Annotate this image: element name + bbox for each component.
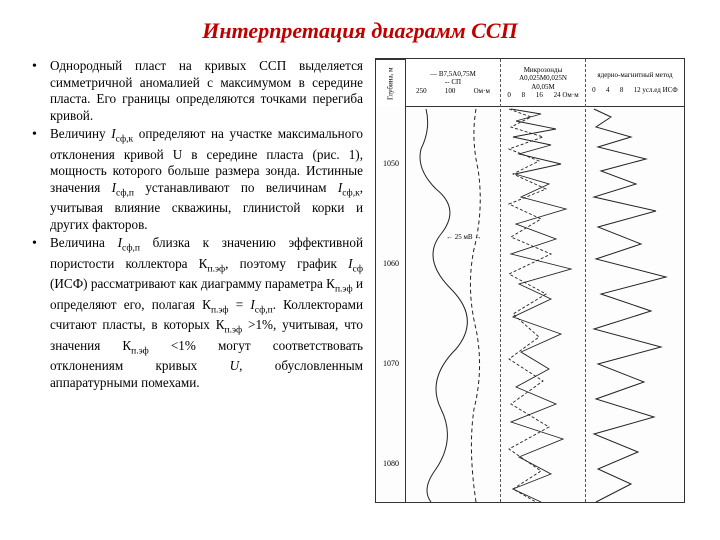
text-column: Однородный пласт на кривых ССП выделяетс…: [28, 58, 363, 503]
track-3-curves: [586, 59, 684, 504]
anno-25mv: ← 25 мВ →: [446, 233, 481, 241]
depth-1080: 1080: [378, 459, 404, 468]
sym-I3sub: сф,к: [342, 188, 359, 198]
track-2-curves: [501, 59, 586, 504]
sym-K5: п.эф: [131, 346, 149, 356]
sym-I4sub: сф,п: [122, 244, 140, 254]
eq: =: [229, 297, 251, 312]
sym-I2sub: сф,п: [116, 188, 134, 198]
sym-I5sub: сф: [353, 264, 364, 274]
b2a: Величину: [50, 126, 111, 141]
bullet-1: Однородный пласт на кривых ССП выделяетс…: [28, 58, 363, 124]
b3a: Величина: [50, 235, 118, 250]
well-log-figure: Глубина, м 1050 1060 1070 1080 — В7,5А0,…: [375, 58, 685, 503]
b2c: устанавливают по величинам: [134, 180, 338, 195]
sym-K4: п.эф: [225, 326, 243, 336]
depth-1050: 1050: [378, 159, 404, 168]
track-3: ядерно-магнитный метод 0 4 8 12 усл.ед И…: [586, 59, 684, 502]
depth-header: Глубина, м: [376, 59, 405, 107]
bullet-3: Величина Iсф,п близка к значению эффекти…: [28, 235, 363, 391]
sym-K3: п.эф: [211, 305, 229, 315]
track-1-curves: ← 25 мВ →: [406, 59, 501, 504]
b3c: , поэтому график: [225, 256, 348, 271]
bullet-1-text: Однородный пласт на кривых ССП выделяетс…: [50, 58, 363, 123]
sym-I6sub: сф,п: [255, 305, 273, 315]
track-2: Микрозонды А0,025М0,025N А0,05М 0 8 16 2…: [501, 59, 586, 502]
sym-U: U,: [230, 358, 243, 373]
track-1: — В7,5А0,75М -- СП 250 100 Ом·м ← 25 мВ …: [406, 59, 501, 502]
bullet-2: Величину Iсф,к определяют на участке мак…: [28, 126, 363, 233]
depth-1070: 1070: [378, 359, 404, 368]
sym-K1: п.эф: [207, 264, 225, 274]
page-title: Интерпретация диаграмм ССП: [28, 18, 692, 44]
sym-K2: п.эф: [335, 285, 353, 295]
b3d: (ИСФ) рассматривают как диаграмму параме…: [50, 276, 335, 291]
sym-I1sub: сф,к: [116, 135, 133, 145]
depth-track: Глубина, м 1050 1060 1070 1080: [376, 59, 406, 502]
content-row: Однородный пласт на кривых ССП выделяетс…: [28, 58, 692, 503]
depth-1060: 1060: [378, 259, 404, 268]
